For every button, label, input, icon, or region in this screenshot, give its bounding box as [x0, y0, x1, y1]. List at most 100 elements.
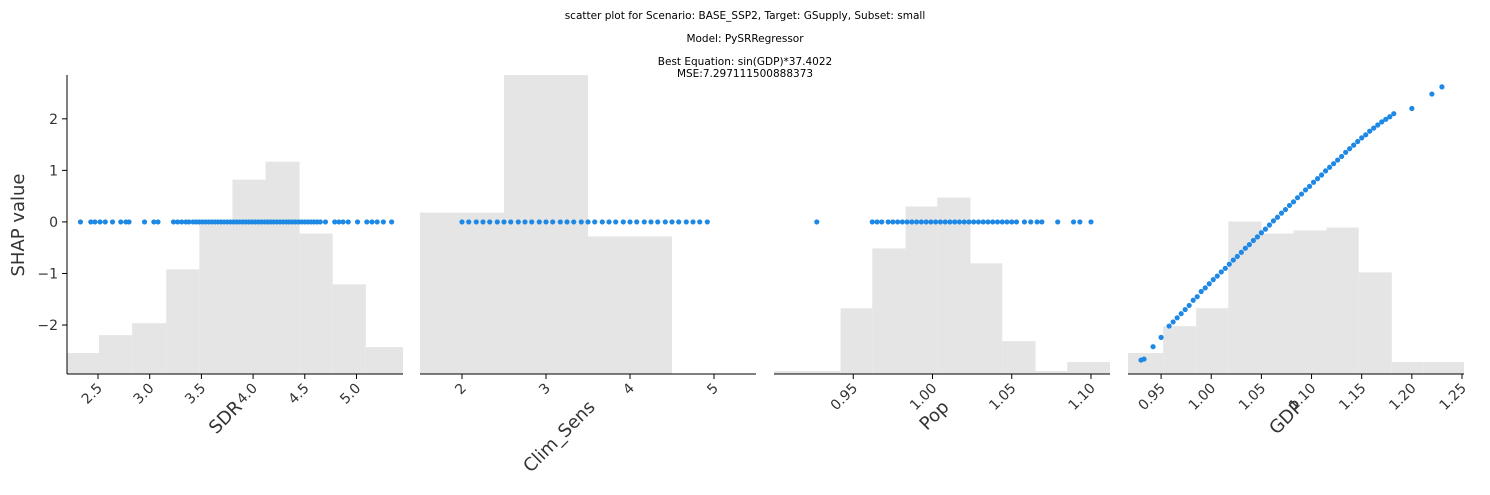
- scatter-point: [322, 219, 329, 225]
- scatter-point: [599, 219, 605, 225]
- scatter-point: [947, 219, 953, 225]
- scatter-point: [592, 219, 598, 225]
- scatter-point: [918, 219, 924, 225]
- x-tick-label: 4: [620, 380, 638, 398]
- y-tick-label: −2: [37, 318, 58, 334]
- scatter-point: [1186, 302, 1192, 309]
- scatter-point: [317, 219, 323, 225]
- scatter-point: [1055, 219, 1061, 225]
- scatter-point: [459, 219, 465, 225]
- scatter-point: [627, 219, 633, 225]
- histogram-bar: [1128, 353, 1164, 374]
- scatter-point: [1367, 128, 1373, 134]
- scatter-point: [571, 219, 577, 225]
- scatter-point: [77, 219, 84, 225]
- scatter-point: [473, 219, 479, 225]
- scatter-points: [459, 219, 710, 225]
- histogram-bar: [1163, 326, 1197, 374]
- scatter-point: [340, 219, 346, 225]
- scatter-point: [1174, 315, 1180, 321]
- scatter-point: [332, 219, 338, 225]
- scatter-point: [92, 219, 98, 225]
- scatter-point: [683, 219, 689, 225]
- y-tick-label: 2: [49, 112, 58, 128]
- scatter-points: [814, 219, 1094, 225]
- scatter-point: [1286, 202, 1293, 209]
- histogram-bar: [1228, 221, 1262, 374]
- scatter-point: [890, 219, 896, 225]
- scatter-point: [1359, 135, 1365, 141]
- scatter-point: [814, 219, 820, 225]
- x-axis-label: Clim_Sens: [519, 397, 599, 477]
- histogram-bar: [332, 284, 366, 374]
- scatter-point: [1258, 230, 1264, 236]
- scatter-point: [956, 219, 963, 225]
- scatter-point: [613, 219, 619, 225]
- scatter-point: [494, 219, 500, 225]
- scatter-points: [77, 219, 395, 225]
- scatter-point: [1222, 265, 1228, 271]
- scatter-point: [88, 219, 94, 225]
- scatter-point: [126, 219, 132, 225]
- scatter-point: [1158, 334, 1164, 340]
- histogram-bar: [937, 197, 971, 374]
- scatter-point: [1198, 288, 1204, 295]
- scatter-point: [697, 219, 703, 225]
- histogram-bar: [420, 212, 504, 374]
- scatter-point: [990, 219, 996, 225]
- scatter-point: [1409, 105, 1415, 112]
- scatter-point: [1262, 226, 1269, 232]
- scatter-point: [879, 219, 885, 225]
- y-tick-label: 1: [49, 163, 58, 179]
- scatter-point: [364, 219, 370, 225]
- scatter-point: [1379, 119, 1385, 125]
- scatter-point: [923, 219, 929, 225]
- scatter-point: [1270, 218, 1277, 224]
- x-tick-label: 0.95: [828, 381, 861, 414]
- scatter-point: [942, 219, 948, 225]
- histogram-bar: [1002, 341, 1036, 374]
- scatter-point: [487, 219, 493, 225]
- scatter-point: [1077, 219, 1083, 225]
- histogram-bar: [905, 206, 938, 374]
- scatter-point: [655, 219, 661, 225]
- scatter-point: [522, 219, 528, 225]
- scatter-point: [109, 219, 116, 225]
- scatter-point: [704, 219, 710, 225]
- histogram-bar: [265, 161, 300, 374]
- scatter-point: [1206, 281, 1212, 287]
- title-scenario: scatter plot for Scenario: BASE_SSP2, Ta…: [565, 10, 926, 22]
- scatter-points: [1138, 84, 1445, 363]
- scatter-point: [1150, 344, 1156, 350]
- scatter-point: [885, 219, 891, 225]
- scatter-point: [1166, 323, 1172, 329]
- scatter-point: [1230, 257, 1236, 263]
- scatter-point: [186, 219, 192, 225]
- histogram-bar: [1326, 227, 1359, 374]
- scatter-point: [543, 219, 549, 225]
- x-tick-label: 2.5: [79, 381, 106, 408]
- scatter-point: [1009, 219, 1015, 225]
- x-tick-label: 3.0: [130, 381, 157, 408]
- histogram-bar: [872, 248, 906, 374]
- x-tick-label: 4.5: [286, 381, 313, 408]
- scatter-point: [690, 219, 696, 225]
- histogram-bar: [1261, 233, 1294, 374]
- scatter-point: [1190, 297, 1196, 303]
- histogram-bar: [166, 269, 200, 374]
- scatter-point: [1347, 146, 1353, 152]
- histogram-bar: [588, 236, 672, 374]
- x-tick-label: 2: [452, 381, 470, 399]
- histogram-bar: [1391, 362, 1424, 374]
- scatter-point: [1310, 179, 1317, 185]
- title-equation: Best Equation: sin(GDP)*37.4022: [658, 56, 832, 68]
- scatter-point: [669, 219, 675, 225]
- histogram-bar: [299, 233, 333, 374]
- histogram-bar: [1423, 362, 1464, 374]
- scatter-point: [1266, 222, 1273, 228]
- histogram: [67, 161, 403, 374]
- scatter-point: [909, 219, 915, 225]
- scatter-point: [641, 219, 647, 225]
